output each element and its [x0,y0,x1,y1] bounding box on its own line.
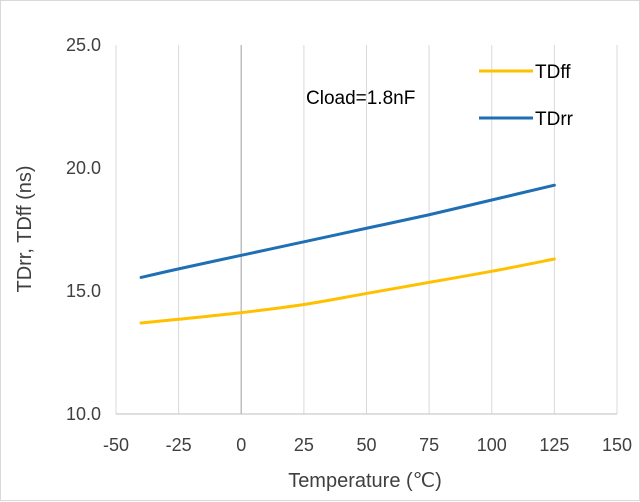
y-tick-label: 15.0 [66,281,101,301]
x-tick-label: 100 [477,435,507,455]
x-axis-title: Temperature (℃) [288,470,442,492]
legend: TDff TDrr [479,62,574,130]
series-line-tdff [139,257,556,325]
y-tick-label: 20.0 [66,158,101,178]
x-tick-label: 125 [539,435,569,455]
x-tick-label: 25 [294,435,314,455]
y-tick-label: 10.0 [66,404,101,424]
x-tick-label: 0 [236,435,246,455]
legend-label-tdrr: TDrr [535,109,574,130]
y-tick-label: 25.0 [66,35,101,55]
x-tick-label: -25 [166,435,192,455]
x-tick-label: 150 [602,435,632,455]
y-axis-title: TDrr, TDff (ns) [14,165,36,292]
x-tick-label: 75 [419,435,439,455]
legend-label-tdff: TDff [535,62,571,83]
x-tick-label: 50 [356,435,376,455]
axes: -50 -25 0 25 50 75 100 125 150 10.0 15.0 20.0 25.0 [66,35,632,455]
load-annotation: Cload=1.8nF [306,88,415,109]
series-lines [139,183,556,325]
series-line-tdrr [139,183,556,279]
x-tick-label: -50 [103,435,129,455]
